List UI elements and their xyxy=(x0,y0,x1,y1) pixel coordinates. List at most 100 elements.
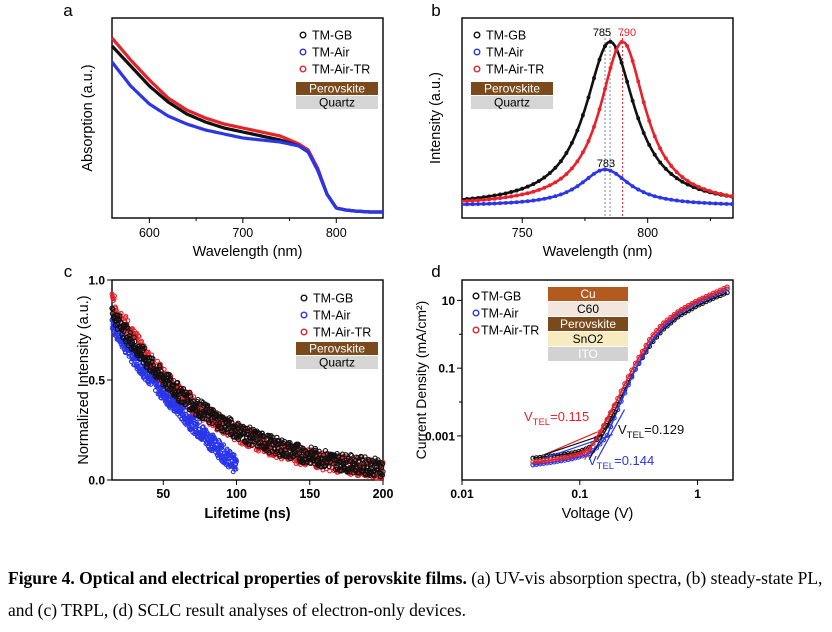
data-point xyxy=(663,156,668,161)
legend-marker xyxy=(473,65,481,73)
data-point xyxy=(536,197,541,202)
x-tick-label: 150 xyxy=(299,487,320,501)
data-point xyxy=(558,192,563,197)
data-point xyxy=(647,142,652,147)
data-point xyxy=(696,200,701,205)
data-point xyxy=(125,325,131,331)
legend-label: TM-GB xyxy=(312,29,352,43)
data-point xyxy=(183,404,189,410)
peak-label: 783 xyxy=(597,158,615,170)
figure-caption: Figure 4. Optical and electrical propert… xyxy=(8,562,828,626)
data-point xyxy=(187,393,194,399)
layer-label: SnO2 xyxy=(573,332,604,346)
data-point xyxy=(141,345,147,352)
y-axis-label: Intensity (a.u.) xyxy=(428,72,444,164)
panel-letter: d xyxy=(431,262,440,281)
data-point xyxy=(580,180,585,185)
legend-marker xyxy=(472,326,480,334)
series-markers-tm-gb xyxy=(109,305,386,480)
layer-label: C60 xyxy=(577,302,599,316)
data-point xyxy=(542,196,547,201)
data-point xyxy=(470,198,475,203)
data-point xyxy=(547,195,552,200)
data-point xyxy=(111,296,117,302)
data-point xyxy=(234,459,239,464)
data-point xyxy=(257,439,263,446)
vtel-symbol: V xyxy=(524,409,533,424)
data-point xyxy=(674,170,679,175)
data-point xyxy=(641,100,646,105)
data-point xyxy=(209,420,215,427)
layer-box xyxy=(548,302,628,316)
legend-label: TM-GB xyxy=(313,292,353,306)
data-point xyxy=(260,433,266,440)
x-tick-label: 50 xyxy=(156,487,170,501)
data-point xyxy=(173,392,179,398)
x-tick-label: 600 xyxy=(139,226,160,240)
peak-label: 785 xyxy=(593,27,611,39)
series-markers-tm-air xyxy=(465,167,734,207)
y-tick-label: 0.0 xyxy=(88,474,105,488)
caption-text: (a) UV-vis absorption spectra, (b) stead… xyxy=(8,568,823,620)
x-tick-label: 750 xyxy=(512,226,533,240)
data-point xyxy=(652,194,657,199)
data-point xyxy=(509,194,514,199)
data-point xyxy=(580,150,585,155)
panel-letter: c xyxy=(64,262,73,281)
data-point xyxy=(379,461,386,467)
data-point xyxy=(123,313,129,319)
data-point xyxy=(636,79,641,84)
caption-title: Figure 4. Optical and electrical propert… xyxy=(8,568,467,588)
data-point xyxy=(680,199,685,204)
data-point xyxy=(481,201,486,206)
data-point xyxy=(272,446,278,452)
data-point xyxy=(343,452,349,458)
vtel-value: =0.115 xyxy=(550,409,589,424)
data-point xyxy=(592,124,596,129)
data-point xyxy=(674,198,679,203)
data-point xyxy=(339,451,346,457)
data-point xyxy=(216,420,222,426)
y-tick-label: 1.0 xyxy=(88,274,105,288)
data-point xyxy=(669,172,674,176)
x-tick-label: 800 xyxy=(637,226,658,240)
vtel-subscript: TEL xyxy=(627,430,644,441)
data-point xyxy=(671,312,677,318)
layer-box xyxy=(296,96,378,109)
data-point xyxy=(641,130,646,135)
layer-box xyxy=(548,287,628,301)
data-point xyxy=(347,457,354,463)
data-point xyxy=(664,317,670,323)
data-point xyxy=(680,179,685,184)
data-point xyxy=(643,342,649,348)
data-point xyxy=(117,313,123,319)
data-point xyxy=(316,448,322,454)
data-point xyxy=(233,466,239,472)
data-point xyxy=(180,385,187,392)
data-point xyxy=(498,192,503,197)
data-point xyxy=(326,463,332,470)
data-point xyxy=(625,374,631,380)
data-point xyxy=(542,185,547,190)
data-point xyxy=(614,171,619,176)
data-point xyxy=(298,444,304,450)
data-point xyxy=(531,189,536,194)
legend-label: TM-GB xyxy=(481,290,521,304)
data-point xyxy=(336,454,342,460)
data-point xyxy=(730,194,734,199)
x-axis-label: Lifetime (ns) xyxy=(204,506,290,522)
data-point xyxy=(658,195,663,200)
data-point xyxy=(608,168,613,173)
legend-label: TM-Air xyxy=(312,46,350,60)
data-point xyxy=(618,388,624,394)
data-point xyxy=(487,197,492,202)
tangent-line xyxy=(596,409,626,460)
data-point xyxy=(669,197,674,202)
data-point xyxy=(619,60,624,65)
data-point xyxy=(121,328,127,334)
data-point xyxy=(625,43,630,48)
data-point xyxy=(702,200,707,205)
y-axis-label: Current Density (mA/cm²) xyxy=(413,301,429,460)
data-point xyxy=(608,65,613,70)
data-point xyxy=(150,362,156,368)
